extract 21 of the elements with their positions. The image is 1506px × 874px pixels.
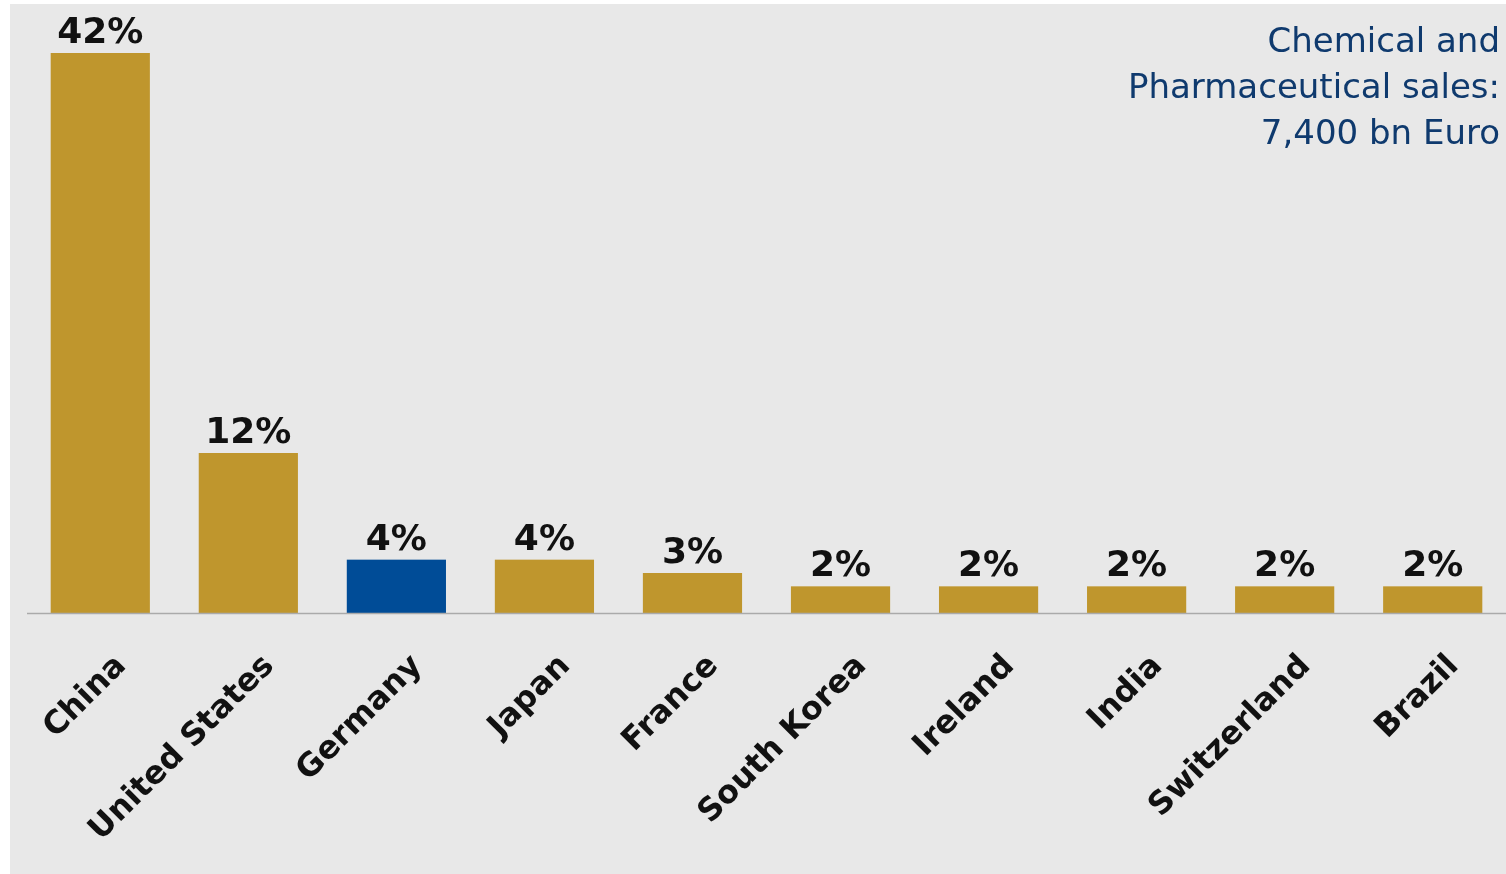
bar [494, 559, 595, 613]
bar [1235, 586, 1335, 613]
annotation: Chemical and Pharmaceutical sales: 7,400 bn Euro [1127, 20, 1500, 152]
data-label: 2% [958, 543, 1020, 585]
bar [790, 586, 891, 613]
data-label: 12% [205, 410, 292, 451]
data-label: 2% [809, 543, 872, 585]
data-label: 3% [661, 530, 724, 571]
data-label: 2% [1402, 543, 1464, 585]
data-label: 2% [1106, 543, 1168, 585]
bar [1087, 586, 1187, 613]
data-label: 2% [1254, 543, 1316, 585]
bar [346, 559, 446, 613]
data-label: 42% [57, 10, 144, 51]
bar [938, 586, 1039, 613]
bar [642, 573, 743, 613]
data-label: 4% [365, 516, 427, 558]
bar [50, 53, 150, 613]
data-label: 4% [513, 516, 575, 558]
bar [1383, 586, 1483, 613]
bar [198, 453, 298, 613]
